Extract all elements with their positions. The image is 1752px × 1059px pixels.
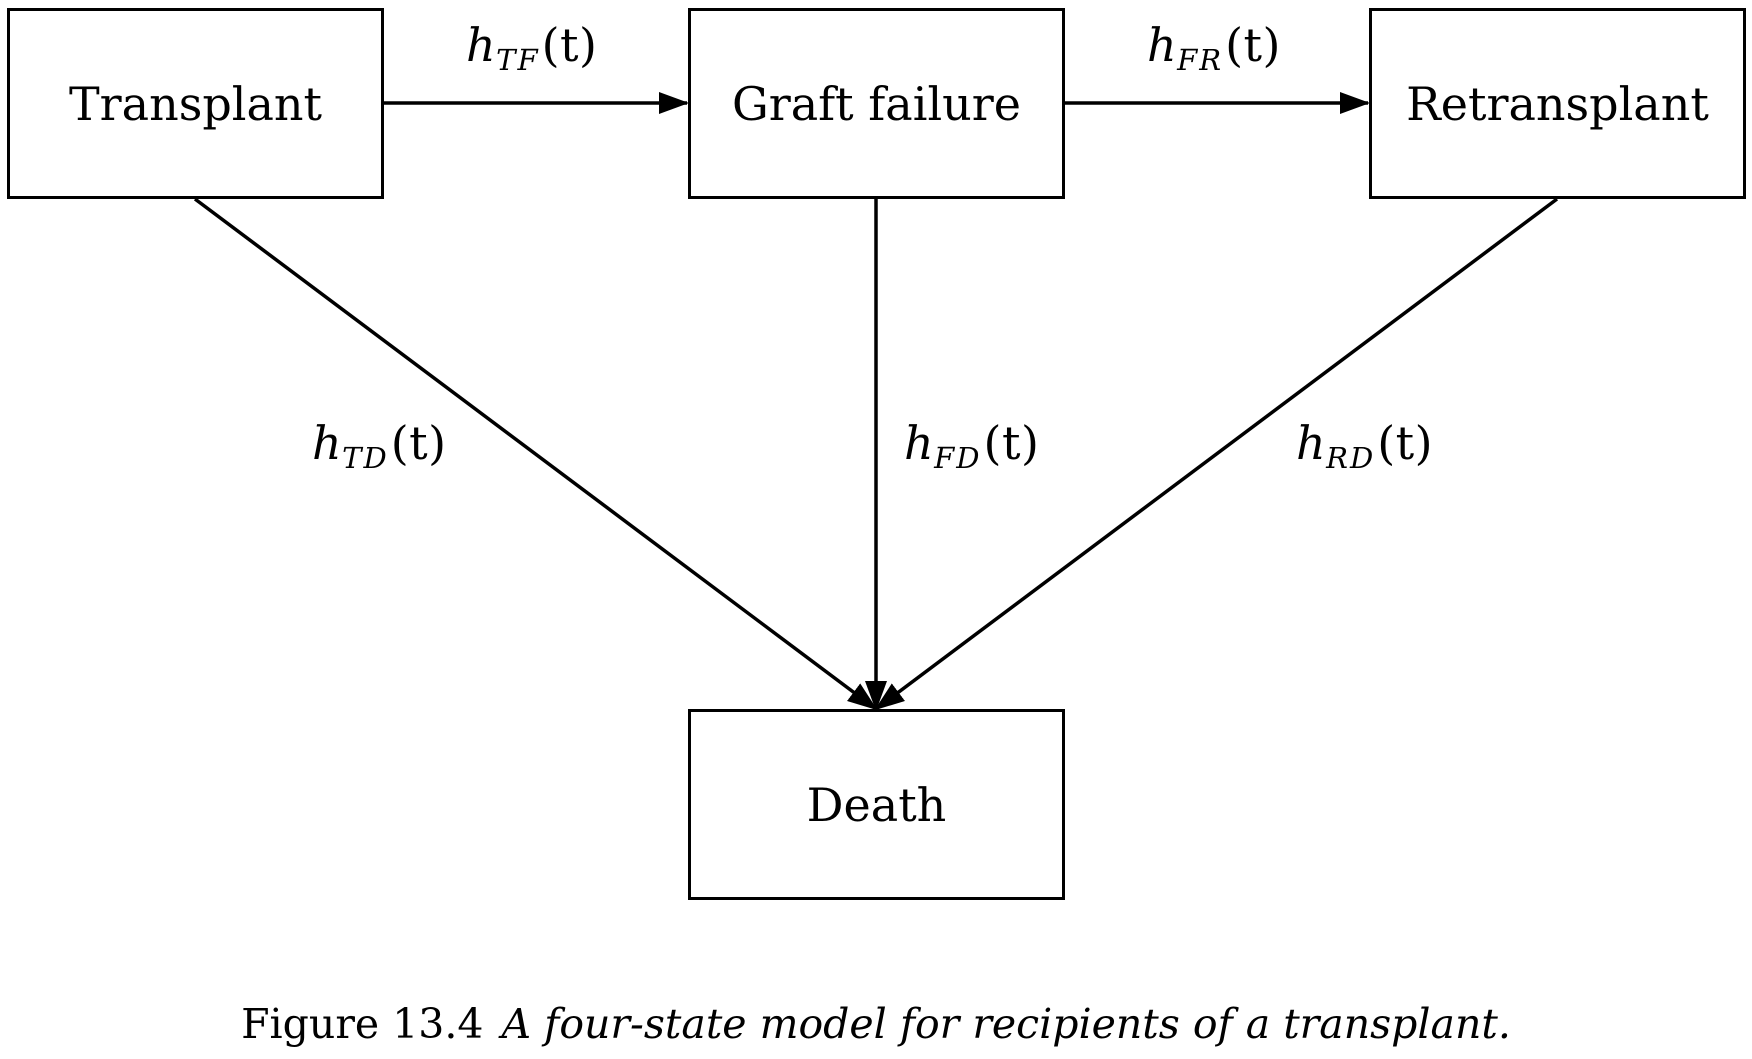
rate-label-tf: hTF(t) <box>466 22 598 75</box>
rate-argument: (t) <box>390 416 447 470</box>
rate-argument: (t) <box>983 416 1040 470</box>
rate-subscript: RD <box>1326 441 1376 475</box>
rate-argument: (t) <box>1225 18 1281 72</box>
rate-argument: (t) <box>541 18 598 72</box>
rate-label-td: hTD(t) <box>312 420 447 473</box>
caption-text: A four-state model for recipients of a t… <box>501 1000 1511 1048</box>
node-graft-failure-label: Graft failure <box>731 76 1021 131</box>
rate-label-fr: hFR(t) <box>1147 22 1281 75</box>
rate-subscript: TF <box>496 43 540 77</box>
rate-symbol: h <box>904 416 935 470</box>
figure-caption: Figure 13.4 A four-state model for recipi… <box>0 1004 1752 1045</box>
caption-label: Figure 13.4 <box>241 1000 484 1048</box>
node-transplant-label: Transplant <box>68 76 323 131</box>
node-graft-failure: Graft failure <box>688 8 1065 199</box>
node-death-label: Death <box>806 777 947 832</box>
rate-symbol: h <box>466 18 497 72</box>
rate-subscript: FR <box>1177 43 1224 77</box>
node-retransplant-label: Retransplant <box>1406 76 1709 131</box>
node-death: Death <box>688 709 1065 900</box>
rate-subscript: FD <box>934 441 982 475</box>
rate-label-rd: hRD(t) <box>1296 420 1433 473</box>
rate-label-fd: hFD(t) <box>904 420 1039 473</box>
rate-symbol: h <box>1147 18 1178 72</box>
rate-subscript: TD <box>342 441 389 475</box>
rate-symbol: h <box>1296 416 1327 470</box>
arrow-transplant-to-death <box>193 197 878 711</box>
arrow-retransplant-to-death <box>874 197 1559 711</box>
node-transplant: Transplant <box>7 8 384 199</box>
rate-argument: (t) <box>1377 416 1434 470</box>
node-retransplant: Retransplant <box>1369 8 1746 199</box>
rate-symbol: h <box>312 416 343 470</box>
